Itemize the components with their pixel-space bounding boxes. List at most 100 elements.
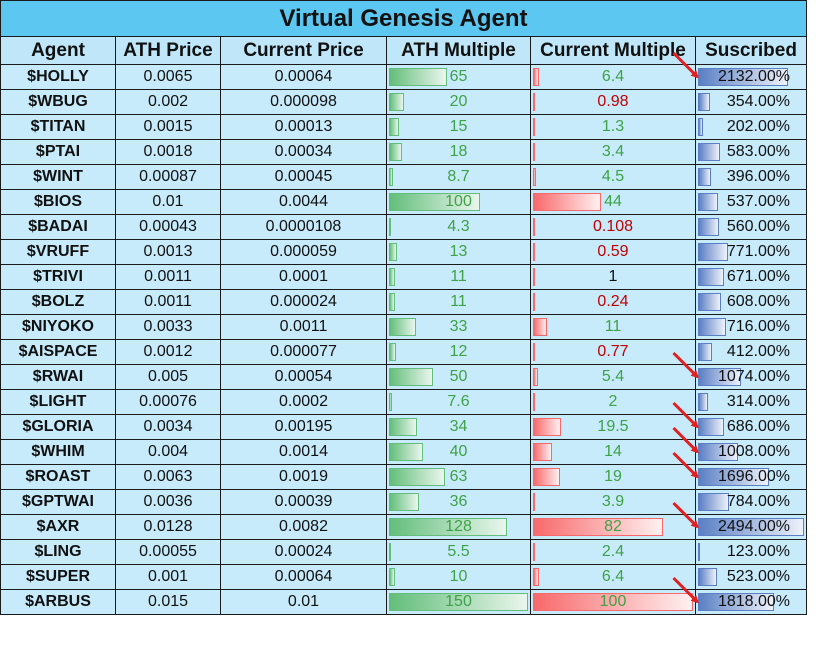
agent-cell[interactable]: $ARBUS [0, 589, 116, 615]
ath-multiple-cell[interactable]: 128 [386, 514, 531, 540]
current-multiple-cell[interactable]: 6.4 [530, 564, 696, 590]
current-price-cell[interactable]: 0.00024 [220, 539, 387, 565]
ath-multiple-cell[interactable]: 18 [386, 139, 531, 165]
agent-cell[interactable]: $RWAI [0, 364, 116, 390]
ath-price-cell[interactable]: 0.0012 [115, 339, 221, 365]
current-multiple-cell[interactable]: 4.5 [530, 164, 696, 190]
ath-multiple-cell[interactable]: 40 [386, 439, 531, 465]
current-multiple-cell[interactable]: 19.5 [530, 414, 696, 440]
current-multiple-cell[interactable]: 5.4 [530, 364, 696, 390]
current-price-cell[interactable]: 0.00054 [220, 364, 387, 390]
ath-price-cell[interactable]: 0.00043 [115, 214, 221, 240]
ath-multiple-cell[interactable]: 65 [386, 64, 531, 90]
current-price-cell[interactable]: 0.00064 [220, 64, 387, 90]
subscribed-cell[interactable]: 560.00% [695, 214, 807, 240]
subscribed-cell[interactable]: 412.00% [695, 339, 807, 365]
ath-multiple-cell[interactable]: 20 [386, 89, 531, 115]
ath-multiple-cell[interactable]: 12 [386, 339, 531, 365]
agent-cell[interactable]: $GPTWAI [0, 489, 116, 515]
agent-cell[interactable]: $PTAI [0, 139, 116, 165]
ath-multiple-cell[interactable]: 10 [386, 564, 531, 590]
agent-cell[interactable]: $NIYOKO [0, 314, 116, 340]
current-price-cell[interactable]: 0.0019 [220, 464, 387, 490]
agent-cell[interactable]: $VRUFF [0, 239, 116, 265]
ath-price-cell[interactable]: 0.005 [115, 364, 221, 390]
subscribed-cell[interactable]: 583.00% [695, 139, 807, 165]
ath-multiple-cell[interactable]: 33 [386, 314, 531, 340]
current-multiple-cell[interactable]: 0.59 [530, 239, 696, 265]
current-price-cell[interactable]: 0.000024 [220, 289, 387, 315]
current-multiple-cell[interactable]: 44 [530, 189, 696, 215]
current-multiple-cell[interactable]: 19 [530, 464, 696, 490]
current-multiple-cell[interactable]: 14 [530, 439, 696, 465]
current-price-cell[interactable]: 0.000098 [220, 89, 387, 115]
current-price-cell[interactable]: 0.0082 [220, 514, 387, 540]
current-price-cell[interactable]: 0.00064 [220, 564, 387, 590]
header-current-multiple[interactable]: Current Multiple [530, 36, 696, 65]
subscribed-cell[interactable]: 671.00% [695, 264, 807, 290]
ath-price-cell[interactable]: 0.00055 [115, 539, 221, 565]
subscribed-cell[interactable]: 716.00% [695, 314, 807, 340]
subscribed-cell[interactable]: 523.00% [695, 564, 807, 590]
current-price-cell[interactable]: 0.00045 [220, 164, 387, 190]
agent-cell[interactable]: $WHIM [0, 439, 116, 465]
current-multiple-cell[interactable]: 0.108 [530, 214, 696, 240]
subscribed-cell[interactable]: 608.00% [695, 289, 807, 315]
ath-price-cell[interactable]: 0.00076 [115, 389, 221, 415]
subscribed-cell[interactable]: 202.00% [695, 114, 807, 140]
ath-multiple-cell[interactable]: 7.6 [386, 389, 531, 415]
current-multiple-cell[interactable]: 0.77 [530, 339, 696, 365]
subscribed-cell[interactable]: 1818.00% [695, 589, 807, 615]
agent-cell[interactable]: $TRIVI [0, 264, 116, 290]
agent-cell[interactable]: $TITAN [0, 114, 116, 140]
subscribed-cell[interactable]: 1696.00% [695, 464, 807, 490]
current-price-cell[interactable]: 0.0011 [220, 314, 387, 340]
ath-price-cell[interactable]: 0.0065 [115, 64, 221, 90]
agent-cell[interactable]: $WINT [0, 164, 116, 190]
subscribed-cell[interactable]: 1074.00% [695, 364, 807, 390]
ath-price-cell[interactable]: 0.002 [115, 89, 221, 115]
agent-cell[interactable]: $BOLZ [0, 289, 116, 315]
current-price-cell[interactable]: 0.0000108 [220, 214, 387, 240]
header-ath-multiple[interactable]: ATH Multiple [386, 36, 531, 65]
agent-cell[interactable]: $LIGHT [0, 389, 116, 415]
agent-cell[interactable]: $ROAST [0, 464, 116, 490]
current-multiple-cell[interactable]: 3.4 [530, 139, 696, 165]
ath-price-cell[interactable]: 0.0128 [115, 514, 221, 540]
current-multiple-cell[interactable]: 1.3 [530, 114, 696, 140]
ath-multiple-cell[interactable]: 13 [386, 239, 531, 265]
ath-price-cell[interactable]: 0.0036 [115, 489, 221, 515]
ath-multiple-cell[interactable]: 150 [386, 589, 531, 615]
ath-price-cell[interactable]: 0.0063 [115, 464, 221, 490]
current-price-cell[interactable]: 0.0001 [220, 264, 387, 290]
current-price-cell[interactable]: 0.00034 [220, 139, 387, 165]
current-price-cell[interactable]: 0.000077 [220, 339, 387, 365]
subscribed-cell[interactable]: 123.00% [695, 539, 807, 565]
header-current-price[interactable]: Current Price [220, 36, 387, 65]
ath-price-cell[interactable]: 0.015 [115, 589, 221, 615]
subscribed-cell[interactable]: 1008.00% [695, 439, 807, 465]
header-ath-price[interactable]: ATH Price [115, 36, 221, 65]
subscribed-cell[interactable]: 354.00% [695, 89, 807, 115]
ath-price-cell[interactable]: 0.0011 [115, 289, 221, 315]
agent-cell[interactable]: $SUPER [0, 564, 116, 590]
current-price-cell[interactable]: 0.0044 [220, 189, 387, 215]
ath-price-cell[interactable]: 0.0034 [115, 414, 221, 440]
ath-price-cell[interactable]: 0.001 [115, 564, 221, 590]
header-agent[interactable]: Agent [0, 36, 116, 65]
ath-multiple-cell[interactable]: 34 [386, 414, 531, 440]
agent-cell[interactable]: $AISPACE [0, 339, 116, 365]
agent-cell[interactable]: $WBUG [0, 89, 116, 115]
agent-cell[interactable]: $BADAI [0, 214, 116, 240]
current-price-cell[interactable]: 0.00039 [220, 489, 387, 515]
ath-multiple-cell[interactable]: 100 [386, 189, 531, 215]
ath-multiple-cell[interactable]: 11 [386, 264, 531, 290]
current-multiple-cell[interactable]: 2.4 [530, 539, 696, 565]
current-price-cell[interactable]: 0.01 [220, 589, 387, 615]
subscribed-cell[interactable]: 537.00% [695, 189, 807, 215]
agent-cell[interactable]: $GLORIA [0, 414, 116, 440]
current-multiple-cell[interactable]: 2 [530, 389, 696, 415]
ath-multiple-cell[interactable]: 11 [386, 289, 531, 315]
ath-multiple-cell[interactable]: 4.3 [386, 214, 531, 240]
current-multiple-cell[interactable]: 0.98 [530, 89, 696, 115]
